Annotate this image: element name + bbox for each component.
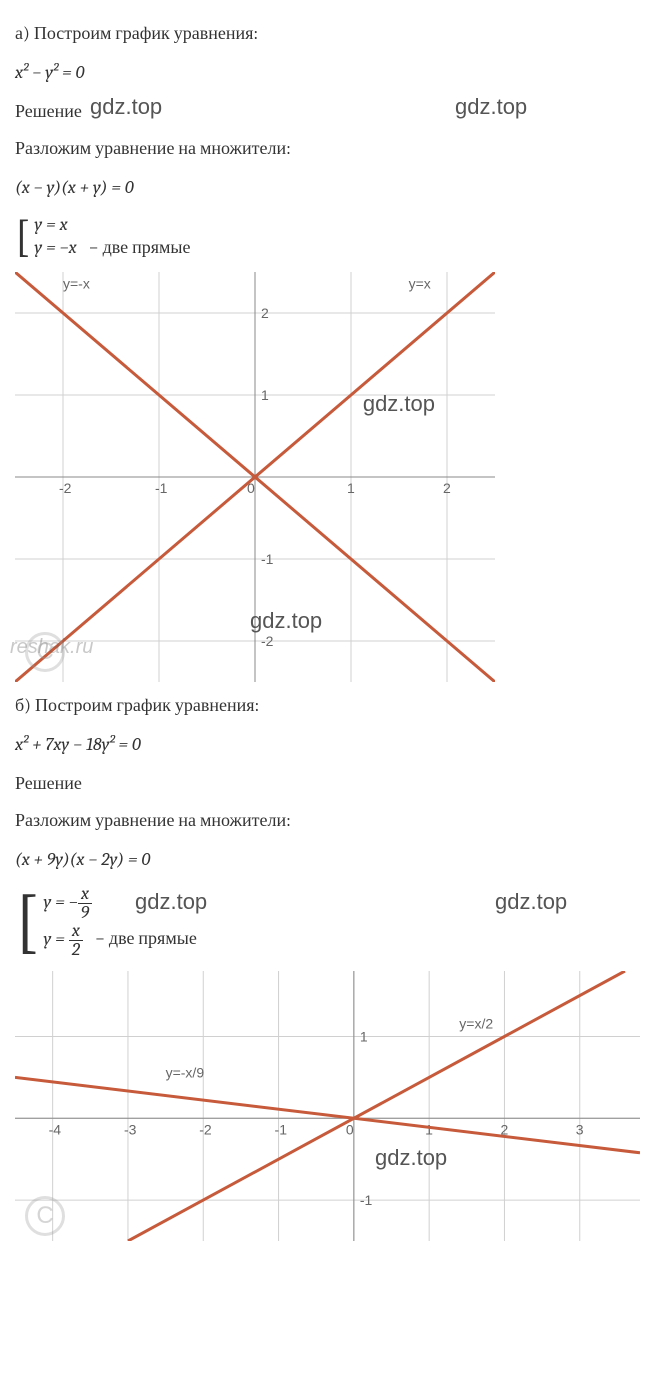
svg-text:-2: -2 bbox=[199, 1121, 212, 1137]
line-b-1: y = −x9 bbox=[44, 885, 197, 922]
watermark-c-icon: C bbox=[25, 1196, 65, 1236]
lines-note-a: − две прямые bbox=[89, 237, 191, 258]
svg-text:-1: -1 bbox=[275, 1121, 288, 1137]
svg-text:-3: -3 bbox=[124, 1121, 137, 1137]
lines-note-b: − две прямые bbox=[95, 928, 197, 949]
svg-text:y=x: y=x bbox=[409, 275, 431, 291]
svg-text:3: 3 bbox=[576, 1121, 584, 1137]
svg-text:y=-x/9: y=-x/9 bbox=[166, 1064, 205, 1080]
factor-text-b: Разложим уравнение на множители: bbox=[15, 807, 635, 834]
svg-text:-1: -1 bbox=[155, 480, 168, 496]
watermark-gdz: gdz.top bbox=[495, 885, 567, 918]
svg-text:1: 1 bbox=[360, 1028, 368, 1044]
svg-text:y=-x: y=-x bbox=[63, 275, 90, 291]
bracket-icon: [ bbox=[15, 894, 40, 950]
chart-a: -2-1012-2-112y=-xy=x gdz.top gdz.top res… bbox=[15, 272, 495, 682]
svg-text:y=x/2: y=x/2 bbox=[459, 1015, 493, 1031]
svg-text:-2: -2 bbox=[59, 480, 72, 496]
svg-text:-4: -4 bbox=[49, 1121, 62, 1137]
factored-a: (x − y)(x + y) = 0 bbox=[15, 174, 635, 201]
line-a-2: y = −x bbox=[34, 237, 76, 258]
svg-text:2: 2 bbox=[443, 480, 451, 496]
factor-text-a: Разложим уравнение на множители: bbox=[15, 135, 635, 162]
bracket-icon: [ bbox=[15, 219, 30, 254]
svg-text:1: 1 bbox=[261, 387, 269, 403]
svg-text:-1: -1 bbox=[360, 1192, 373, 1208]
svg-text:2: 2 bbox=[261, 305, 269, 321]
solution-label-b: Решение bbox=[15, 770, 635, 797]
line-a-1: y = x bbox=[34, 213, 190, 236]
watermark-gdz: gdz.top bbox=[455, 90, 527, 123]
line-b-2: y = x2 − две прямые bbox=[44, 922, 197, 959]
solution-label-a: Решение bbox=[15, 101, 82, 122]
lines-block-a: [ y = x y = −x − две прямые bbox=[15, 213, 635, 260]
svg-text:1: 1 bbox=[425, 1121, 433, 1137]
part-b-title: б) Построим график уравнения: bbox=[15, 692, 635, 719]
lines-block-b: [ y = −x9 y = x2 − две прямые gdz.top gd… bbox=[15, 885, 635, 959]
watermark-c-icon: C bbox=[25, 632, 65, 672]
part-a-equation: x² − y² = 0 bbox=[15, 59, 635, 86]
svg-text:1: 1 bbox=[347, 480, 355, 496]
factored-b: (x + 9y)(x − 2y) = 0 bbox=[15, 846, 635, 873]
watermark-gdz: gdz.top bbox=[90, 90, 162, 123]
svg-text:-1: -1 bbox=[261, 551, 274, 567]
svg-text:-2: -2 bbox=[261, 633, 274, 649]
part-b-equation: x² + 7xy − 18y² = 0 bbox=[15, 731, 635, 758]
chart-b: -4-3-2-10123-11y=-x/9y=x/2 gdz.top C bbox=[15, 971, 640, 1241]
part-a-title: а) Построим график уравнения: bbox=[15, 20, 635, 47]
